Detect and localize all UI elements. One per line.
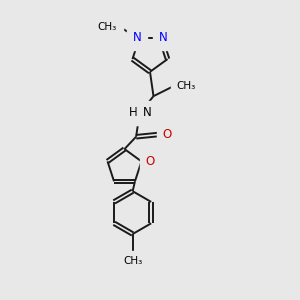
Text: N: N bbox=[142, 106, 151, 119]
Text: N: N bbox=[159, 31, 168, 44]
Text: O: O bbox=[163, 128, 172, 141]
Text: CH₃: CH₃ bbox=[98, 22, 117, 32]
Text: CH₃: CH₃ bbox=[177, 81, 196, 91]
Text: N: N bbox=[132, 31, 141, 44]
Text: CH₃: CH₃ bbox=[123, 256, 142, 266]
Text: H: H bbox=[129, 106, 138, 119]
Text: O: O bbox=[146, 155, 155, 168]
